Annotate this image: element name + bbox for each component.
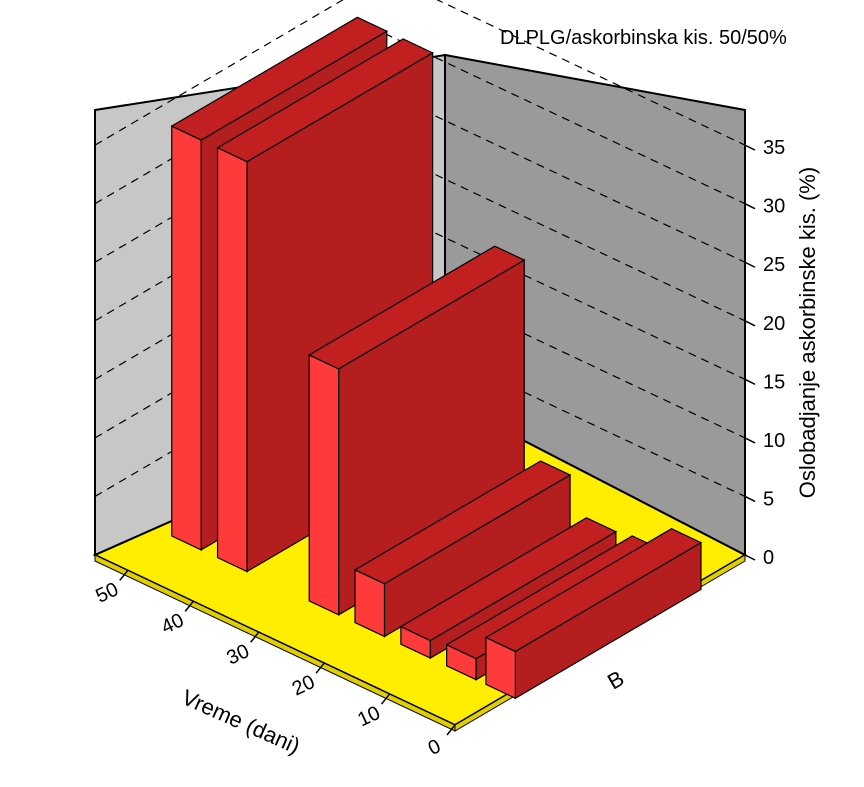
svg-text:20: 20 bbox=[289, 671, 318, 700]
z-axis-label: Oslobadjanje askorbinske kis. (%) bbox=[795, 167, 820, 498]
y-axis-label: B bbox=[603, 666, 628, 695]
x-tick-label: 0 bbox=[425, 735, 444, 760]
z-tick bbox=[745, 262, 755, 267]
svg-text:Oslobadjanje askorbinske kis.: Oslobadjanje askorbinske kis. (%) bbox=[795, 167, 820, 498]
svg-text:10: 10 bbox=[354, 702, 383, 731]
z-tick-label: 10 bbox=[763, 430, 785, 452]
z-tick-label: 0 bbox=[763, 547, 774, 569]
z-tick bbox=[745, 496, 755, 501]
z-tick bbox=[745, 379, 755, 384]
svg-text:Vreme (dani): Vreme (dani) bbox=[178, 685, 304, 759]
x-axis-label: Vreme (dani) bbox=[178, 685, 304, 759]
x-tick-label: 30 bbox=[223, 640, 252, 669]
z-tick-label: 20 bbox=[763, 313, 785, 335]
z-tick bbox=[745, 204, 755, 209]
z-tick bbox=[745, 555, 755, 560]
z-tick-label: 25 bbox=[763, 254, 785, 276]
chart-title: DLPLG/askorbinska kis. 50/50% bbox=[500, 27, 787, 49]
x-tick-label: 40 bbox=[158, 609, 187, 638]
z-tick bbox=[745, 438, 755, 443]
z-tick-label: 35 bbox=[763, 137, 785, 159]
z-tick-label: 15 bbox=[763, 371, 785, 393]
svg-text:30: 30 bbox=[223, 640, 252, 669]
z-tick bbox=[745, 145, 755, 150]
x-tick-label: 10 bbox=[354, 702, 383, 731]
z-tick bbox=[745, 321, 755, 326]
z-tick-label: 5 bbox=[763, 488, 774, 510]
svg-text:B: B bbox=[603, 666, 628, 695]
x-tick-label: 50 bbox=[92, 578, 121, 607]
svg-text:0: 0 bbox=[425, 735, 444, 760]
z-tick-label: 30 bbox=[763, 196, 785, 218]
svg-text:50: 50 bbox=[92, 578, 121, 607]
x-tick-label: 20 bbox=[289, 671, 318, 700]
svg-text:40: 40 bbox=[158, 609, 187, 638]
